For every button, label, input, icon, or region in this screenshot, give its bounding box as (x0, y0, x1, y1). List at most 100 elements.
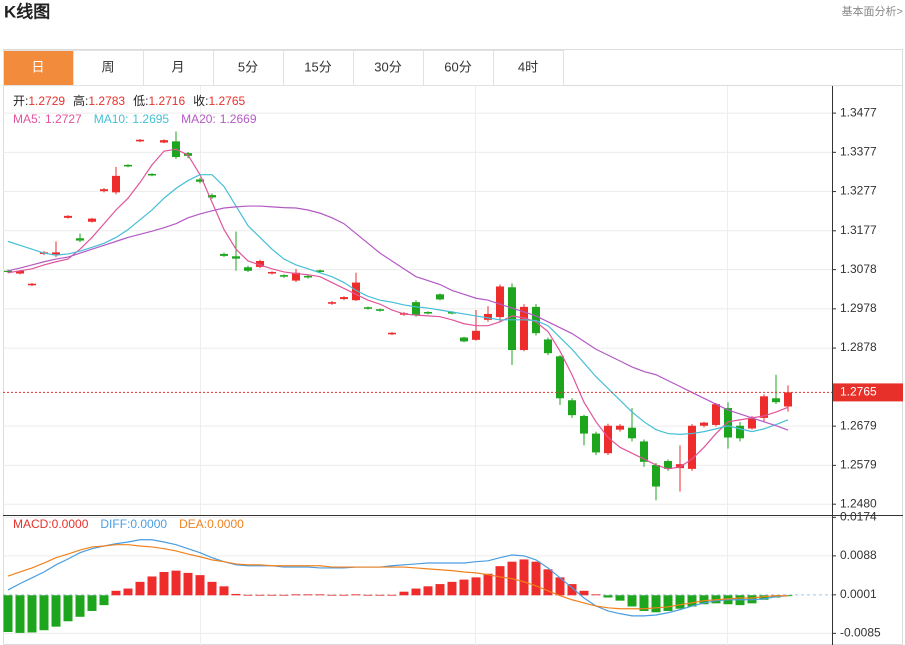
candle-body (100, 189, 108, 192)
candle-body (376, 309, 384, 311)
y-tick-label: 1.2878 (840, 340, 877, 354)
candle-body (304, 275, 312, 278)
y-tick-label: 1.2679 (840, 418, 877, 432)
tab[interactable] (3, 50, 74, 86)
legend-name: DEA: (179, 517, 207, 531)
macd-bar (519, 559, 529, 596)
candle-body (124, 164, 132, 167)
macd-bar (171, 570, 181, 596)
macd-bar (63, 595, 73, 622)
macd-bar (15, 595, 25, 633)
candle-body (220, 253, 228, 256)
page-title: K线图 (4, 1, 50, 21)
macd-bar (267, 594, 277, 596)
tab-label[interactable]: 15分 (304, 59, 331, 74)
candle-body (724, 408, 732, 438)
macd-bar (471, 577, 481, 596)
candle-body (436, 294, 444, 300)
info-label: 收: (193, 94, 208, 108)
tab[interactable] (493, 50, 564, 86)
legend-value: 1.2695 (132, 112, 169, 126)
macd-bar (375, 594, 385, 596)
macd-bar (423, 586, 433, 596)
candle-body (112, 175, 120, 193)
macd-bar (135, 581, 145, 596)
candle-body (568, 400, 576, 416)
candle-body (676, 464, 684, 469)
candle-body (580, 415, 588, 434)
candle-body (136, 139, 144, 142)
candle-body (52, 252, 60, 256)
macd-bar (39, 595, 49, 631)
candle-body (16, 270, 24, 274)
y-tick-label: -0.0085 (840, 626, 881, 640)
macd-bar (447, 581, 457, 596)
y-tick-label: 1.3277 (840, 184, 877, 198)
macd-bar (531, 561, 541, 596)
line-series (7, 544, 788, 610)
macd-bar (399, 591, 409, 596)
y-tick-label: 1.3377 (840, 145, 877, 159)
candle-body (316, 270, 324, 272)
info-value: 1.2716 (148, 94, 185, 108)
candle-body (628, 427, 636, 439)
macd-bar (207, 581, 217, 596)
macd-bar (675, 595, 685, 609)
candle-body (700, 422, 708, 426)
macd-bar (231, 593, 241, 596)
tab-label[interactable]: 月 (171, 59, 184, 74)
tab[interactable] (353, 50, 424, 86)
tab-label[interactable]: 30分 (374, 59, 401, 74)
candle-body (472, 330, 480, 340)
tab[interactable] (423, 50, 494, 86)
candle-body (76, 238, 84, 241)
tab-label[interactable]: 周 (101, 59, 114, 74)
macd-bar (459, 579, 469, 596)
info-label: 高: (73, 93, 88, 108)
tab-label[interactable]: 60分 (444, 59, 471, 74)
candle-body (28, 283, 36, 286)
analysis-link[interactable]: 基本面分析> (842, 4, 903, 18)
tab[interactable] (283, 50, 354, 86)
macd-bar (87, 595, 97, 611)
macd-bar (387, 594, 397, 596)
candle-body (748, 418, 756, 429)
legend-value: 0.0000 (52, 517, 89, 531)
tab-label[interactable]: 日 (31, 59, 44, 74)
macd-bar (483, 573, 493, 596)
candle-body (544, 339, 552, 354)
candle-body (412, 302, 420, 316)
line-series (7, 539, 789, 617)
info-label: 低: (133, 94, 148, 108)
info-value: 1.2783 (88, 94, 125, 108)
last-price-label: 1.2765 (840, 385, 877, 399)
macd-bar (123, 588, 133, 596)
ma-legend: MA5: 1.2727 MA10: 1.2695 MA20: 1.2669 (13, 112, 257, 126)
macd-bar (351, 594, 361, 596)
macd-bar (555, 577, 565, 596)
macd-bar (591, 594, 601, 596)
candle-body (484, 313, 492, 320)
line-series (7, 174, 789, 435)
macd-bar (603, 595, 613, 598)
candle-body (784, 392, 792, 407)
macd-bar (543, 569, 553, 596)
macd-bar (567, 584, 577, 596)
macd-bar (99, 595, 109, 606)
candle-body (604, 425, 612, 454)
macd-bar (639, 595, 649, 611)
candle-body (520, 306, 528, 351)
candle-body (244, 267, 252, 271)
macd-bar (51, 595, 61, 627)
macd-bar (195, 575, 205, 596)
y-tick-label: 0.0174 (840, 510, 877, 524)
candle-body (148, 173, 156, 176)
candle-body (592, 433, 600, 453)
macd-bar (279, 594, 289, 596)
tab[interactable] (213, 50, 284, 86)
y-tick-label: 1.3078 (840, 262, 877, 276)
macd-bar (411, 588, 421, 596)
tab-label[interactable]: 4时 (518, 59, 538, 74)
tab-label[interactable]: 5分 (238, 59, 258, 74)
